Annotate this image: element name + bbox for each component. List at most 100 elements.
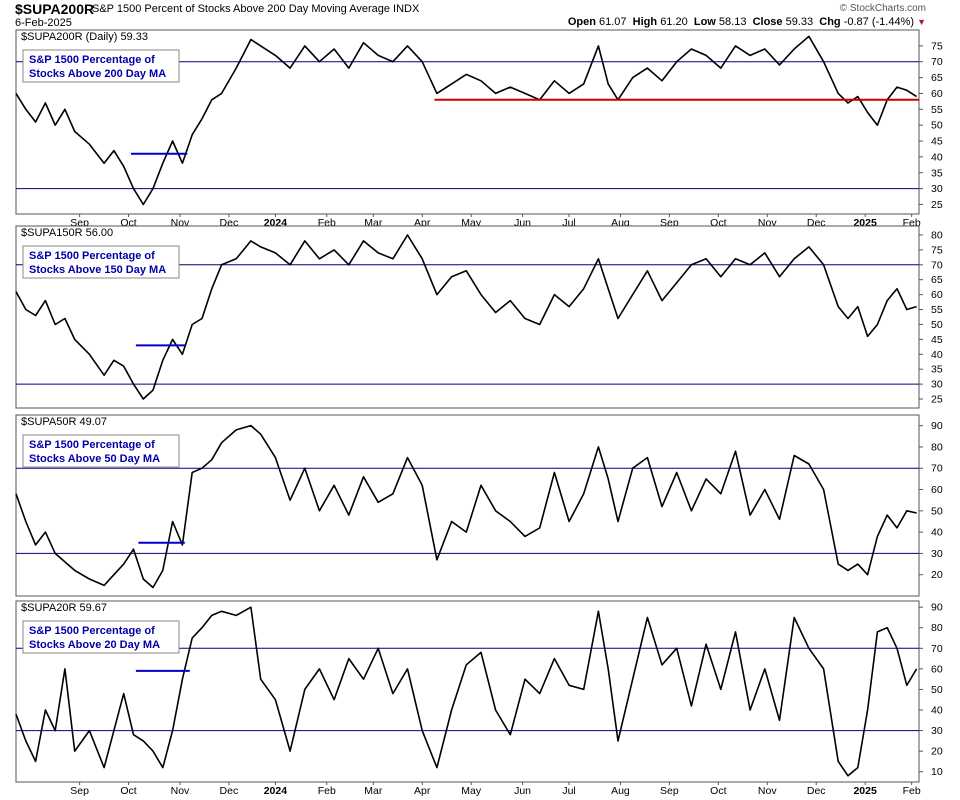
y-tick-label: 50 [931, 684, 943, 696]
legend-line-1: S&P 1500 Percentage of [29, 625, 155, 637]
high-value: 61.20 [660, 16, 688, 28]
close-label: Close [752, 16, 783, 28]
y-tick-label: 35 [931, 167, 943, 179]
series-line [15, 606, 918, 777]
low-value: 58.13 [718, 16, 747, 28]
panel-label: $SUPA50R 49.07 [21, 416, 107, 428]
legend-line-1: S&P 1500 Percentage of [29, 54, 155, 66]
y-tick-label: 70 [931, 259, 943, 271]
x-tick-label: Mar [364, 785, 383, 797]
chart-date: 6-Feb-2025 [15, 17, 72, 29]
y-tick-label: 60 [931, 289, 943, 301]
open-label: Open [567, 16, 596, 28]
series-line [15, 424, 917, 589]
stockcharts-credit[interactable]: © StockCharts.com [839, 3, 926, 14]
y-tick-label: 35 [931, 364, 943, 376]
x-tick-label: Jun [514, 785, 531, 797]
chg-value: -0.87 (-1.44%) [843, 16, 915, 28]
x-tick-label: Oct [120, 785, 136, 797]
y-tick-label: 55 [931, 304, 943, 316]
symbol-description: S&P 1500 Percent of Stocks Above 200 Day… [92, 3, 420, 15]
chart-header: $SUPA200R S&P 1500 Percent of Stocks Abo… [0, 0, 960, 30]
x-tick-label: Nov [758, 785, 777, 797]
legend-line-1: S&P 1500 Percentage of [29, 250, 155, 262]
y-tick-label: 65 [931, 72, 943, 84]
panel-label: $SUPA150R 56.00 [21, 227, 113, 239]
x-tick-label: Nov [171, 785, 190, 797]
y-tick-label: 55 [931, 104, 943, 116]
x-tick-label: 2024 [264, 785, 288, 797]
down-triangle-icon: ▼ [917, 17, 926, 27]
symbol-title: $SUPA200R [15, 1, 95, 17]
legend-box [22, 434, 180, 468]
close-value: 59.33 [785, 16, 814, 28]
y-tick-label: 25 [931, 394, 943, 406]
y-tick-label: 20 [931, 569, 943, 581]
x-tick-label: Dec [220, 785, 239, 797]
y-tick-label: 40 [931, 705, 943, 717]
legend-line-1: S&P 1500 Percentage of [29, 439, 155, 451]
x-tick-label: Apr [414, 785, 431, 797]
x-tick-label: Sep [660, 785, 679, 797]
panel-label: $SUPA20R 59.67 [21, 602, 107, 614]
x-tick-label: Feb [903, 785, 921, 797]
y-tick-label: 60 [931, 663, 943, 675]
legend-box [22, 49, 180, 83]
legend-box [22, 245, 180, 279]
y-tick-label: 45 [931, 334, 943, 346]
x-tick-label: Dec [807, 785, 826, 797]
chart-panel-1: 25 30 35 40 45 50 55 60 65 70 75 $SUPA200R (Daily) … [15, 29, 943, 229]
y-tick-label: 40 [931, 527, 943, 539]
y-tick-label: 90 [931, 602, 943, 614]
y-tick-label: 75 [931, 40, 943, 52]
low-label: Low [693, 16, 716, 28]
y-tick-label: 70 [931, 463, 943, 475]
y-tick-label: 60 [931, 484, 943, 496]
y-tick-label: 45 [931, 136, 943, 148]
y-tick-label: 80 [931, 229, 943, 241]
panel-label: $SUPA200R (Daily) 59.33 [21, 31, 148, 43]
x-tick-label: Feb [318, 785, 336, 797]
legend-line-2: Stocks Above 50 Day MA [29, 453, 160, 465]
y-tick-label: 65 [931, 274, 943, 286]
legend-line-2: Stocks Above 20 Day MA [29, 639, 160, 651]
open-value: 61.07 [599, 16, 627, 28]
x-tick-label: Aug [611, 785, 630, 797]
y-tick-label: 80 [931, 441, 943, 453]
legend-box [22, 620, 180, 654]
y-tick-label: 30 [931, 183, 943, 195]
high-label: High [632, 16, 658, 28]
series-line [15, 234, 917, 400]
y-tick-label: 70 [931, 643, 943, 655]
chart-panel-3: 20 30 40 50 60 70 80 90 $SUPA50R 49.07 S&P 1500 P… [15, 414, 943, 597]
y-tick-label: 70 [931, 56, 943, 68]
y-tick-label: 90 [931, 420, 943, 432]
y-tick-label: 40 [931, 151, 943, 163]
x-tick-label: Sep [70, 785, 89, 797]
x-tick-label: 2025 [853, 785, 877, 797]
chart-panel-4: 10 20 30 40 50 60 70 80 90 $SUPA20R 59.67 S&P 1500… [15, 600, 943, 797]
series-line [15, 35, 918, 206]
y-tick-label: 30 [931, 725, 943, 737]
y-tick-label: 30 [931, 548, 943, 560]
y-tick-label: 40 [931, 349, 943, 361]
y-tick-label: 20 [931, 746, 943, 758]
y-tick-label: 60 [931, 88, 943, 100]
x-tick-label: Oct [710, 785, 726, 797]
x-tick-label: May [461, 785, 482, 797]
y-tick-label: 80 [931, 622, 943, 634]
chart-panel-2: 25 30 35 40 45 50 55 60 65 70 75 80 $SUPA150R 56.00 S… [15, 225, 943, 409]
y-tick-label: 10 [931, 766, 943, 778]
legend-line-2: Stocks Above 200 Day MA [29, 68, 166, 80]
y-tick-label: 30 [931, 379, 943, 391]
y-tick-label: 75 [931, 244, 943, 256]
legend-line-2: Stocks Above 150 Day MA [29, 264, 166, 276]
x-tick-label: Jul [562, 785, 575, 797]
y-tick-label: 50 [931, 319, 943, 331]
ohlc-readout: Open 61.07 High 61.20 Low 58.13 Close 59… [568, 16, 926, 28]
y-tick-label: 50 [931, 120, 943, 132]
y-tick-label: 25 [931, 199, 943, 211]
y-tick-label: 50 [931, 505, 943, 517]
chg-label: Chg [819, 16, 841, 28]
